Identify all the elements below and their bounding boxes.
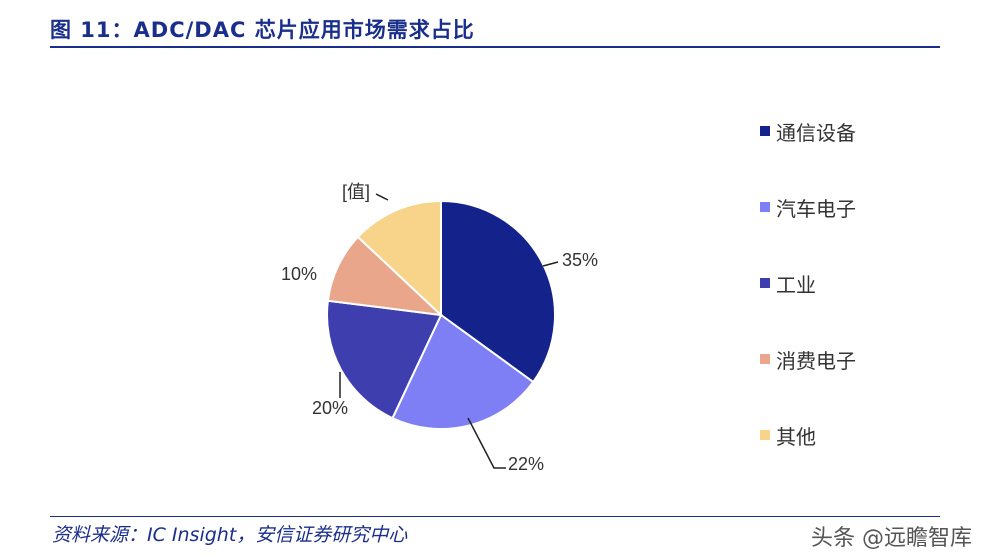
legend-item: 工业 (760, 268, 856, 298)
legend-swatch (760, 126, 770, 136)
data-label: 22% (508, 454, 544, 474)
legend-swatch (760, 202, 770, 212)
legend-item: 其他 (760, 420, 856, 450)
source-note: 资料来源：IC Insight，安信证券研究中心 (52, 524, 408, 546)
legend-item: 消费电子 (760, 344, 856, 374)
legend-swatch (760, 278, 770, 288)
chart-title: 图 11：ADC/DAC 芯片应用市场需求占比 (50, 18, 475, 42)
legend-swatch (760, 354, 770, 364)
data-label: [值] (342, 182, 370, 202)
pie-slice (440, 199, 556, 384)
legend-item: 通信设备 (760, 116, 856, 146)
legend-item: 汽车电子 (760, 192, 856, 222)
pie-slice (326, 299, 443, 420)
data-label: 20% (312, 398, 348, 418)
data-label: 35% (562, 250, 598, 270)
legend-label: 汽车电子 (776, 196, 856, 221)
legend-label: 通信设备 (776, 120, 856, 145)
data-label: 10% (281, 264, 317, 284)
legend-label: 消费电子 (776, 348, 856, 373)
leader-line (375, 193, 389, 201)
pie-chart: 35% 22% 20% 10% [值] (281, 182, 598, 474)
legend-swatch (760, 430, 770, 440)
legend-label: 工业 (776, 272, 816, 297)
watermark: 头条 @远瞻智库 (811, 526, 972, 551)
leader-line (542, 261, 559, 267)
legend-label: 其他 (776, 424, 816, 449)
pie-slice (356, 199, 442, 318)
title-rule (50, 46, 940, 48)
pie-slice (326, 235, 444, 317)
leader-line (467, 417, 506, 469)
footer-rule (50, 516, 940, 517)
legend: 通信设备 汽车电子 工业 消费电子 其他 (760, 116, 856, 496)
